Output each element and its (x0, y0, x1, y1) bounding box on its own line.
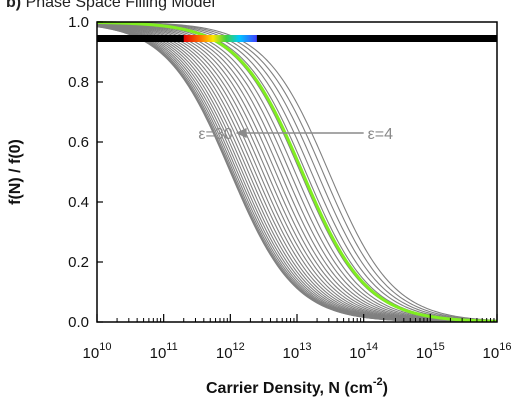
curve-line (97, 25, 497, 322)
y-tick-label: 0.6 (68, 134, 89, 151)
epsilon-arrow-annotation: ε=30 ε=4 (198, 126, 393, 143)
x-axis-label-sup: -2 (373, 376, 383, 388)
y-axis-ticks: 0.0 0.2 0.4 0.6 0.8 1.0 (68, 14, 103, 331)
x-tick-label: 1013 (283, 341, 312, 362)
x-axis-label-close: ) (383, 380, 388, 397)
curve-line (97, 25, 497, 322)
curve-line (97, 23, 497, 322)
x-axis-label-main: Carrier Density, N (cm (206, 380, 373, 397)
x-axis-ticks: 1010 1011 1012 1013 1014 1015 1016 (83, 314, 512, 362)
curve-line (97, 22, 497, 322)
reference-line (97, 35, 497, 42)
y-tick-label: 0.0 (68, 314, 89, 331)
curve-line (97, 22, 497, 322)
y-axis-label: f(N) / f(0) (7, 139, 24, 205)
curve-line (97, 26, 497, 322)
epsilon-30-label: ε=30 (198, 126, 232, 143)
panel-letter: b) (6, 0, 22, 11)
curve-line (97, 26, 497, 322)
x-tick-label: 1015 (416, 341, 445, 362)
plot-frame (96, 21, 498, 323)
x-tick-label: 1014 (349, 341, 378, 362)
x-tick-label: 1012 (216, 341, 245, 362)
rainbow-band-bar (183, 35, 257, 42)
curve-line (97, 24, 497, 322)
x-tick-label: 1010 (83, 341, 112, 362)
rainbow-band (183, 35, 257, 42)
curve-line (97, 23, 497, 322)
curve-line (97, 22, 497, 322)
x-axis-label: Carrier Density, N (cm-2) (206, 376, 388, 397)
curve-line (97, 25, 497, 322)
y-tick-label: 0.8 (68, 74, 89, 91)
curve-line (97, 22, 497, 322)
curve-line (97, 23, 497, 322)
panel-title: b) Phase Space Filling Model (6, 0, 215, 12)
highlight-curve (97, 21, 497, 322)
curve-line (97, 24, 497, 322)
x-tick-label: 1011 (150, 341, 178, 362)
curve-line (97, 24, 497, 322)
curve-line (97, 24, 497, 322)
curve-line (97, 22, 497, 322)
y-tick-label: 1.0 (68, 14, 89, 31)
curve-line (97, 25, 497, 322)
curve-line (97, 22, 497, 322)
epsilon-4-label: ε=4 (368, 126, 393, 143)
curve-line (97, 21, 497, 321)
curve-family (97, 21, 497, 322)
panel-title-text: Phase Space Filling Model (25, 0, 215, 11)
y-tick-label: 0.4 (68, 194, 89, 211)
curve-line (97, 23, 497, 322)
curve-line (97, 22, 497, 322)
x-tick-label: 1016 (483, 341, 512, 362)
epsilon-arrow-head (235, 128, 247, 138)
reference-line-bar (97, 35, 497, 42)
y-tick-label: 0.2 (68, 254, 89, 271)
curve-line (97, 21, 497, 322)
